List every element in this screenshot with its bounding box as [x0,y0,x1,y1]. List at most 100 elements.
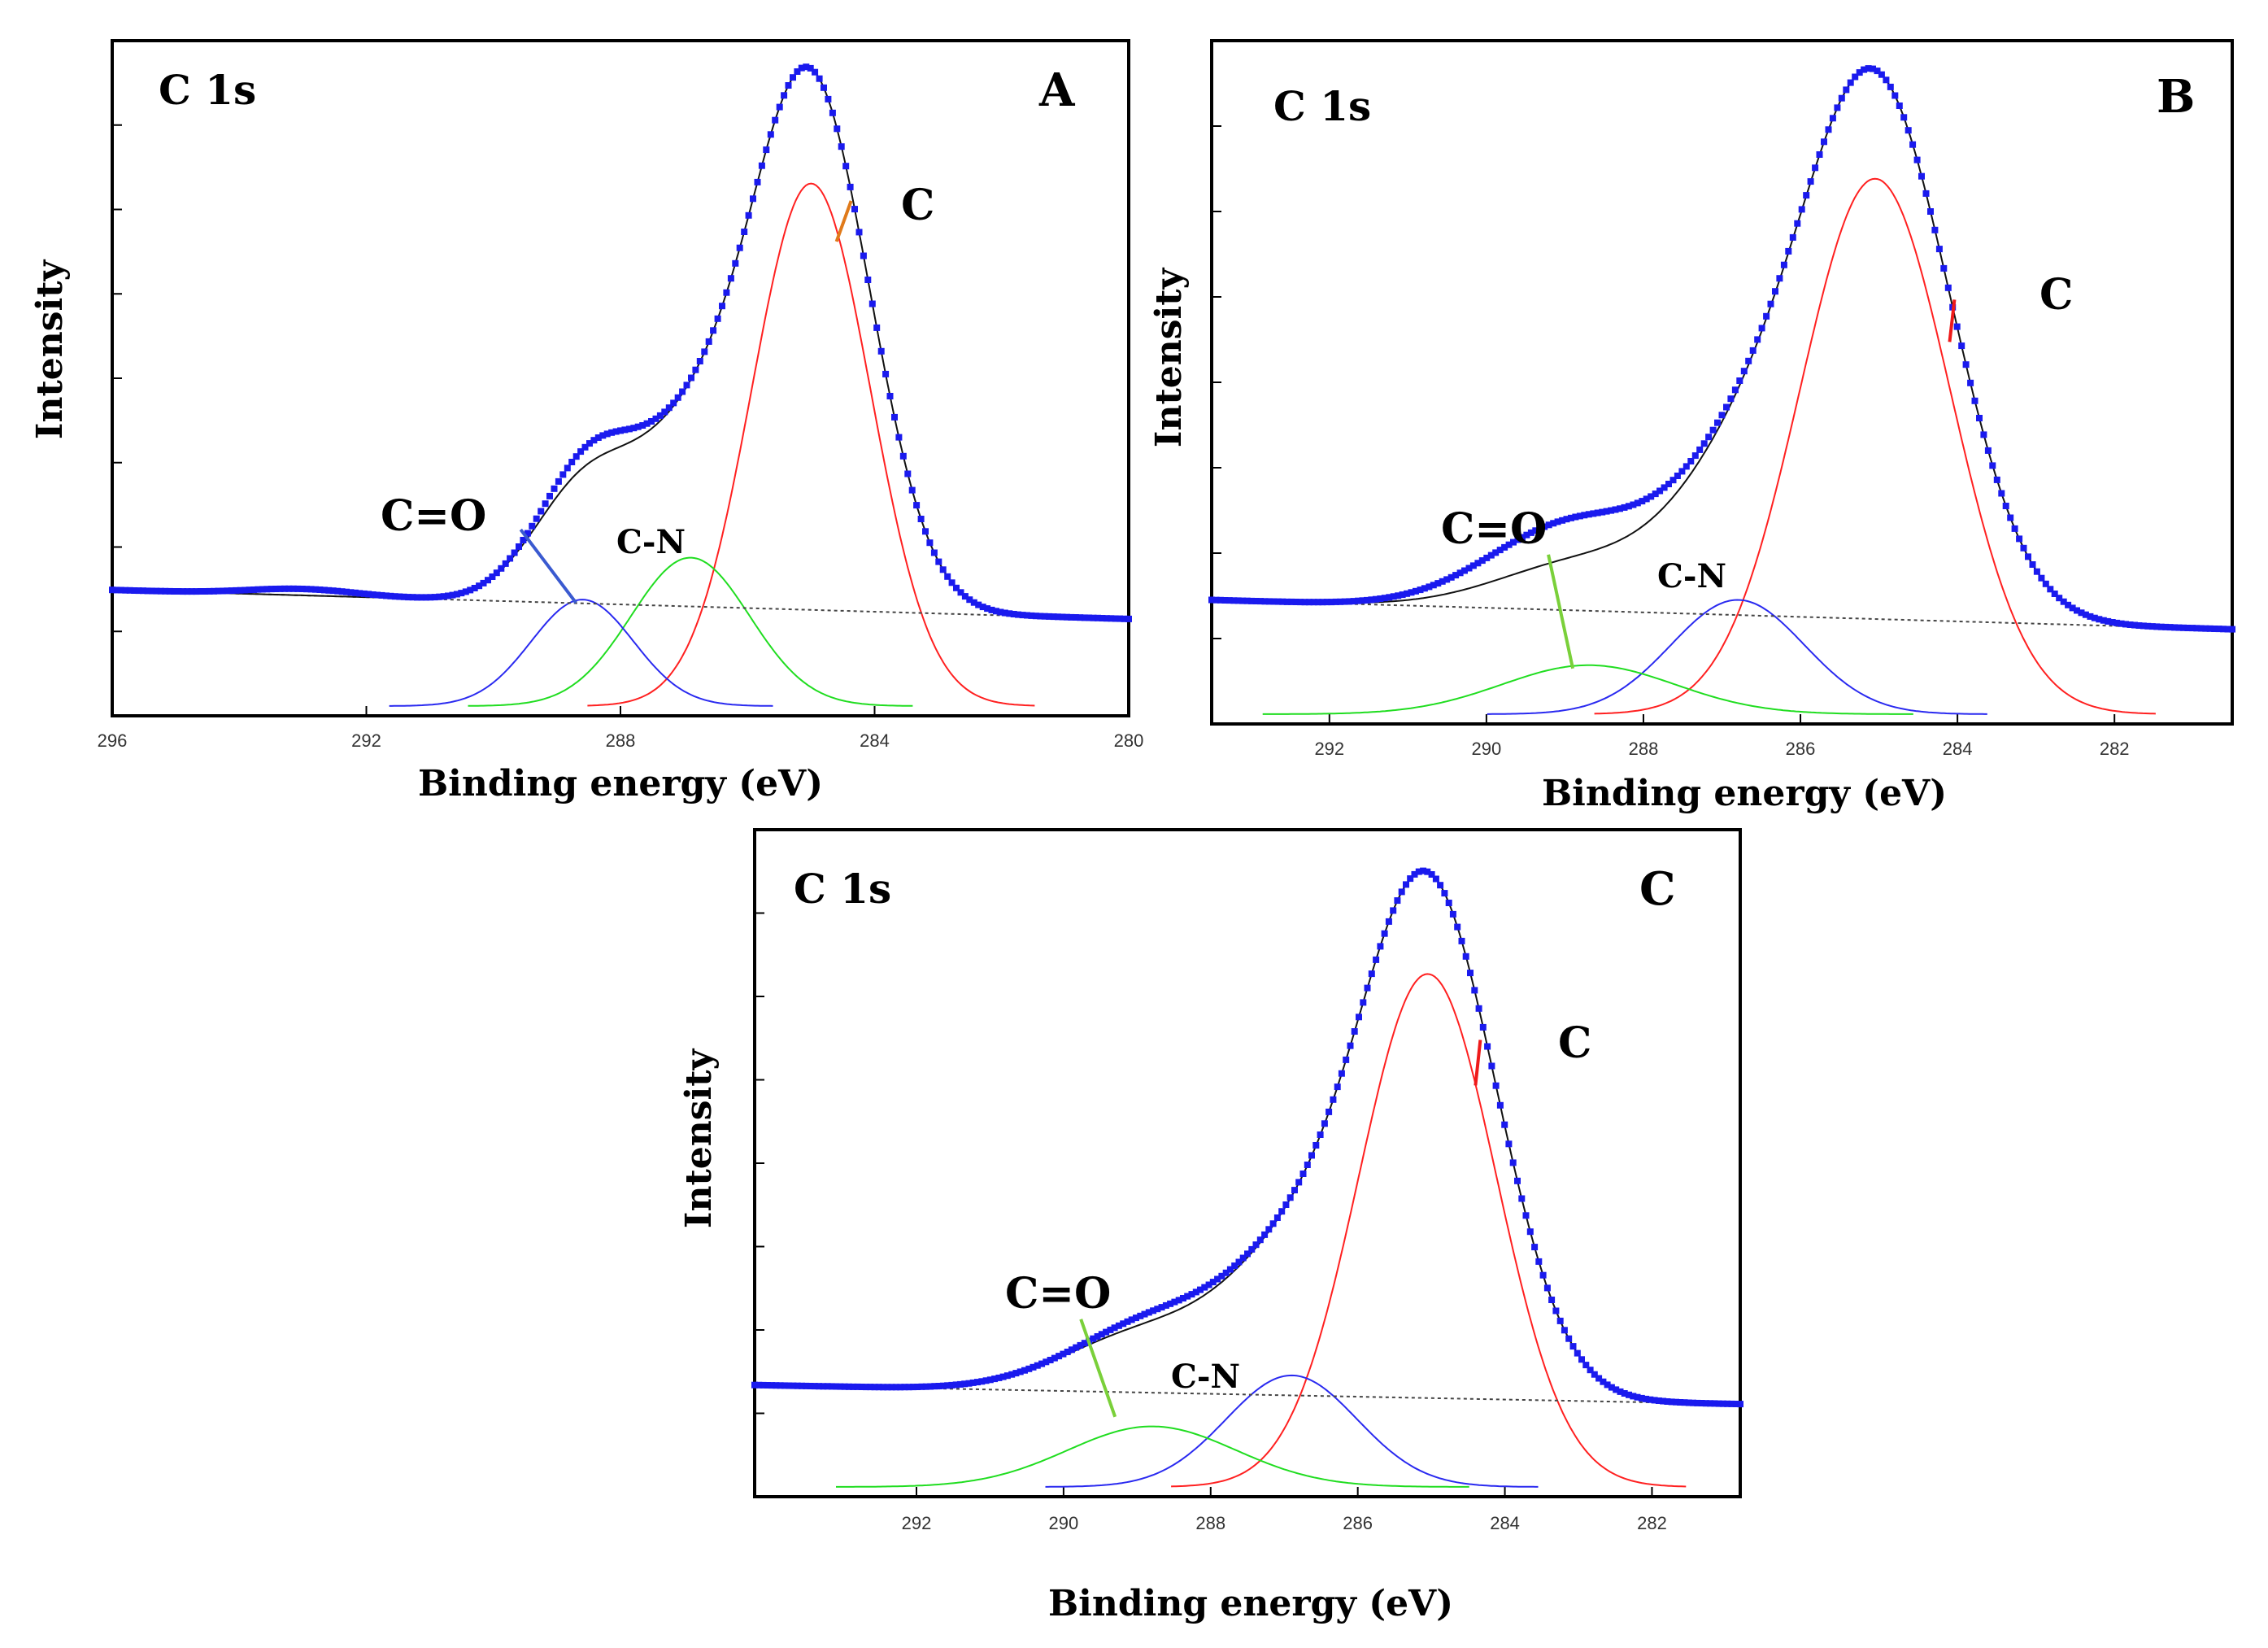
annotation-pointer-line [1948,299,1957,342]
experimental-data-point [1261,1231,1269,1238]
experimental-data-point [2091,614,2098,621]
experimental-data-point [1643,495,1650,503]
experimental-data-point [1585,511,1592,518]
experimental-data-point [1690,1399,1696,1406]
experimental-data-point [1291,1187,1298,1194]
experimental-data-point [268,586,275,593]
experimental-data-point [1825,126,1832,133]
experimental-data-point [1719,1400,1726,1407]
experimental-data-point [630,425,638,432]
experimental-data-point [467,586,474,594]
experimental-data-point [786,1382,793,1389]
experimental-data-point [1998,490,2005,497]
experimental-data-point [1612,506,1619,513]
peak-cn-curve [1045,1374,1539,1488]
experimental-data-point [807,1383,814,1389]
experimental-data-point [1120,1320,1127,1328]
experimental-data-point [356,590,363,597]
experimental-data-point [617,427,624,434]
experimental-data-point [529,522,536,530]
experimental-data-point [1421,585,1428,592]
experimental-data-point [1212,596,1220,604]
experimental-data-point [2078,609,2085,617]
experimental-data-point [498,565,505,572]
panel-c-letter: C [1639,862,1676,916]
peak-ceo-curve [389,599,773,707]
experimental-data-point [1707,1400,1714,1407]
experimental-data-point [1359,597,1366,604]
experimental-data-point [1993,476,2000,483]
experimental-data-point [2215,626,2222,633]
peak-cn-curve [1487,599,1987,715]
experimental-data-point [555,477,562,485]
experimental-data-point [1441,890,1448,897]
experimental-data-point [153,587,160,595]
experimental-data-point [1711,1400,1718,1407]
experimental-data-point [1424,868,1431,875]
x-tick-label: 292 [351,730,381,751]
experimental-data-point [2202,625,2209,632]
experimental-data-point [1107,1326,1114,1333]
x-tick-label: 280 [1114,730,1144,751]
experimental-data-point [131,587,138,594]
experimental-data-point [688,374,694,381]
experimental-data-point [1552,1307,1560,1314]
experimental-data-point [1141,1310,1148,1318]
experimental-data-point [768,1382,776,1389]
panel-c-spectrum-label: C 1s [794,865,891,913]
experimental-data-point [1931,226,1939,233]
experimental-data-point [493,569,500,577]
experimental-data-point [984,605,991,613]
experimental-data-point [755,1381,763,1389]
experimental-data-point [1420,867,1427,874]
experimental-data-point [1668,1398,1675,1406]
panel-b-y-axis-title: Intensity [1148,267,1190,447]
experimental-data-point [1634,499,1641,507]
experimental-data-point [1465,565,1473,572]
experimental-data-point [781,1382,788,1389]
experimental-data-point [1617,1388,1624,1395]
experimental-data-point [1016,1368,1024,1376]
experimental-data-point [1568,514,1574,521]
experimental-data-point [255,586,262,593]
experimental-data-point [171,588,178,595]
experimental-data-point [1008,1371,1016,1378]
experimental-data-point [246,586,253,594]
experimental-data-point [1883,76,1890,84]
experimental-data-point [312,586,319,593]
experimental-data-point [1171,1298,1178,1306]
experimental-data-point [850,1383,857,1390]
experimental-data-point [1896,102,1903,109]
experimental-data-point [970,599,977,606]
experimental-data-point [1563,516,1570,523]
experimental-data-point [2224,626,2231,633]
experimental-data-point [794,68,801,75]
experimental-data-point [1971,397,1979,404]
experimental-data-point [2069,604,2076,612]
experimental-data-point [157,587,164,595]
experimental-data-point [1243,597,1251,604]
experimental-data-point [2007,514,2014,521]
experimental-data-point [1180,1295,1186,1301]
experimental-data-point [1077,614,1084,621]
experimental-data-point [453,591,460,598]
experimental-data-point [1015,611,1022,618]
experimental-data-point [1669,477,1677,484]
experimental-data-point [767,131,774,138]
experimental-data-point [1381,595,1388,602]
experimental-data-point [1297,599,1304,606]
experimental-data-point [961,1380,969,1388]
experimental-data-point [1456,569,1464,577]
experimental-data-point [2002,503,2009,509]
experimental-data-point [1060,1350,1067,1358]
experimental-data-point [855,229,863,236]
experimental-data-point [1239,597,1247,604]
experimental-data-point [1372,595,1379,603]
experimental-data-point [1099,615,1106,621]
x-tick-label: 288 [606,730,636,751]
experimental-data-point [374,591,381,599]
experimental-data-point [1501,543,1508,551]
panel-a-annotation-lines [519,200,853,604]
experimental-data-point [621,426,629,434]
experimental-data-point [1685,1399,1692,1406]
